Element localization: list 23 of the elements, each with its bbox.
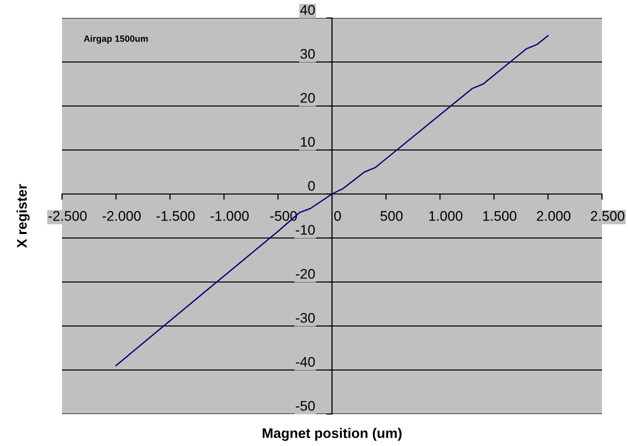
y-tick-label: -10 [296, 224, 315, 235]
x-tick-label: 1.000 [429, 211, 462, 221]
y-tick-label: -40 [296, 356, 315, 367]
y-tick-label: -50 [296, 400, 315, 411]
y-axis-title: X register [16, 184, 30, 248]
x-tick-label: -1.000 [210, 211, 249, 221]
x-tick-label: 0 [334, 211, 341, 221]
x-axis-title: Magnet position (um) [262, 428, 402, 441]
y-tick-label: 10 [300, 136, 315, 147]
annotation: Airgap 1500um [84, 35, 148, 44]
y-tick-label: -20 [296, 268, 315, 279]
x-tick-label: 500 [380, 211, 403, 221]
y-tick-label: 0 [308, 180, 315, 191]
x-tick-label: 2.000 [536, 211, 570, 221]
x-tick-label: 2.500 [590, 211, 624, 221]
y-tick-label: 30 [300, 48, 315, 59]
y-tick-label: 20 [300, 92, 315, 103]
x-tick-label: -1.500 [156, 211, 195, 221]
y-tick-label: -30 [296, 312, 315, 323]
x-tick-label: 1.500 [483, 211, 516, 221]
y-tick-label: 40 [300, 4, 315, 15]
x-tick-label: -2.500 [48, 211, 87, 221]
x-tick-label: -2.000 [102, 211, 141, 221]
